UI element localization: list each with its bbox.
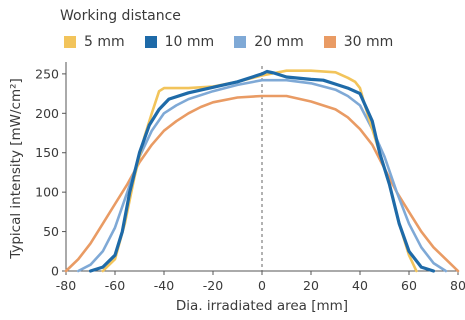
legend-swatch [64, 36, 76, 48]
legend-title: Working distance [60, 8, 181, 24]
x-tick-label: -60 [105, 278, 125, 293]
y-tick-label: 200 [35, 106, 59, 121]
legend-swatch [323, 36, 336, 48]
legend-label: 10 mm [164, 34, 215, 50]
y-tick-label: 250 [35, 66, 59, 81]
x-tick-label: -40 [154, 278, 174, 293]
x-tick-label: -20 [203, 278, 223, 293]
legend: 5 mm 10 mm 20 mm 30 mm [64, 34, 413, 50]
legend-swatch [144, 36, 157, 48]
x-tick-label: -80 [56, 278, 76, 293]
series-line-10-mm [88, 69, 436, 273]
legend-item: 10 mm [144, 34, 215, 50]
legend-label: 5 mm [84, 34, 125, 50]
legend-label: 20 mm [254, 34, 304, 50]
y-tick-label: 150 [35, 145, 59, 160]
legend-item: 30 mm [323, 34, 394, 50]
legend-item: 5 mm [64, 34, 125, 50]
y-tick-label: 50 [43, 224, 59, 239]
series-line-20-mm [77, 78, 448, 273]
series-line-5-mm [101, 69, 418, 273]
y-axis-label: Typical intensity [mW/cm²] [8, 78, 24, 260]
legend-item: 20 mm [234, 34, 304, 50]
x-tick-label: 0 [258, 278, 266, 293]
x-tick-label: 80 [450, 278, 465, 293]
legend-swatch [234, 36, 247, 48]
x-tick-label: 20 [303, 278, 319, 293]
legend-label: 30 mm [343, 34, 394, 50]
x-tick-label: 40 [352, 278, 368, 293]
x-axis-label: Dia. irradiated area [mm] [176, 298, 348, 314]
y-tick-label: 0 [51, 264, 59, 279]
y-tick-label: 100 [35, 185, 59, 200]
x-tick-label: 60 [401, 278, 417, 293]
series-line-30-mm [64, 94, 460, 273]
